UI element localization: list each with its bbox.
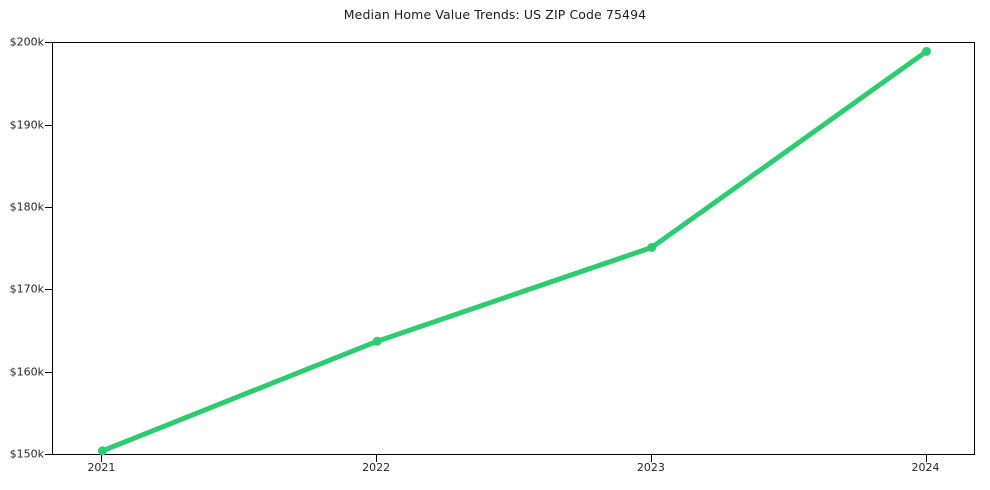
y-axis-tick-mark: [45, 372, 52, 373]
x-axis-tick-label: 2021: [87, 461, 116, 474]
data-point-2024[interactable]: [918, 42, 936, 60]
line-chart-svg: [97, 46, 932, 456]
chart-title: Median Home Value Trends: US ZIP Code 75…: [343, 7, 647, 22]
data-point-markers: [97, 46, 932, 456]
y-axis-tick-label: $190k: [9, 118, 44, 132]
data-point-marker[interactable]: [372, 336, 382, 346]
x-axis-tick-mark: [926, 455, 927, 462]
y-axis-tick-mark: [45, 289, 52, 290]
data-series-line: [99, 48, 930, 454]
y-axis-tick-label: $150k: [9, 447, 44, 461]
data-point-2021[interactable]: [93, 442, 111, 460]
data-point-2022[interactable]: [368, 332, 386, 350]
y-axis-tick-mark: [45, 42, 52, 43]
x-axis-tick-label: 2024: [911, 461, 940, 474]
y-axis-tick-labels: $150k $160k $170k $180k $190k $200k: [0, 0, 44, 490]
data-point-2023[interactable]: [643, 238, 661, 256]
y-axis-tick-label: $200k: [9, 35, 44, 49]
x-axis-tick-label: 2022: [362, 461, 391, 474]
y-axis-tick-label: $160k: [9, 365, 44, 379]
x-axis-tick-mark: [376, 455, 377, 462]
x-axis-tick-mark: [101, 455, 102, 462]
y-axis-tick-label: $170k: [9, 282, 44, 296]
x-axis-tick-label: 2023: [636, 461, 665, 474]
y-axis-tick-label: $180k: [9, 200, 44, 214]
y-axis-tick-mark: [45, 454, 52, 455]
y-axis-tick-mark: [45, 125, 52, 126]
plot-area: [52, 42, 975, 456]
data-point-marker[interactable]: [647, 242, 657, 252]
data-point-marker[interactable]: [97, 446, 107, 456]
data-point-marker[interactable]: [922, 46, 932, 56]
x-axis-tick-mark: [651, 455, 652, 462]
y-axis-tick-mark: [45, 207, 52, 208]
